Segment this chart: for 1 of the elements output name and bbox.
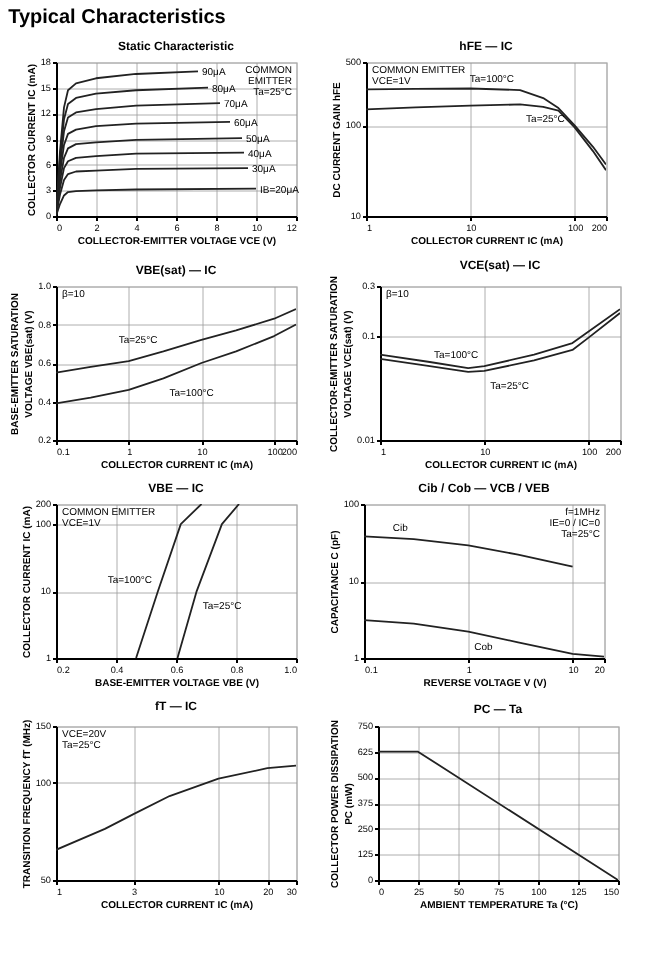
- text: Typical Characteristics: [8, 7, 227, 29]
